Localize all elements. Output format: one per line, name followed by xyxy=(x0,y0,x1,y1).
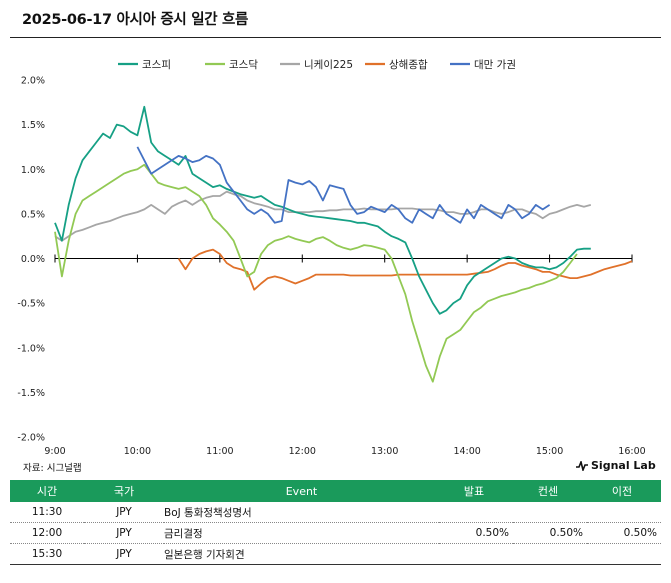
cell-country: JPY xyxy=(84,543,164,565)
header-event: Event xyxy=(164,480,439,502)
economic-events-table: 시간 국가 Event 발표 컨센 이전 11:30 JPY BoJ 통화정책성… xyxy=(10,480,661,565)
cell-country: JPY xyxy=(84,522,164,544)
legend-label-taiwan: 대만 가권 xyxy=(474,59,516,71)
x-tick-label: 13:00 xyxy=(371,446,398,457)
series-line-shanghai xyxy=(177,248,633,291)
x-tick-label: 10:00 xyxy=(124,446,151,457)
header-consensus: 컨센 xyxy=(513,480,587,502)
legend-label-kosdaq: 코스닥 xyxy=(229,59,258,71)
brand-name: Signal Lab xyxy=(591,459,656,472)
cell-previous xyxy=(587,543,661,565)
series-line-kosdaq xyxy=(54,163,578,383)
x-tick-label: 9:00 xyxy=(44,446,65,457)
cell-consensus xyxy=(513,543,587,565)
page-title: 2025-06-17 아시아 증시 일간 흐름 xyxy=(22,12,249,28)
cell-country: JPY xyxy=(84,502,164,523)
line-chart: 코스피 코스닥 니케이225 상해종합 대만 가권 2.0% 1.5% 1.0% 0.5% 0.… xyxy=(17,58,646,457)
legend-label-shanghai: 상해종합 xyxy=(389,58,428,71)
title-divider xyxy=(10,37,661,38)
series-line-kospi xyxy=(54,105,591,315)
table-row: 11:30 JPY BoJ 통화정책성명서 xyxy=(10,502,661,523)
y-tick-label: -1.0% xyxy=(17,343,45,354)
y-tick-label: -1.5% xyxy=(17,388,45,399)
header-country: 국가 xyxy=(84,480,164,502)
cell-consensus xyxy=(513,502,587,523)
cell-event: BoJ 통화정책성명서 xyxy=(164,502,439,523)
source-note: 자료: 시그널랩 xyxy=(23,463,82,474)
cell-previous: 0.50% xyxy=(587,522,661,544)
header-previous: 이전 xyxy=(587,480,661,502)
series-line-taiwan xyxy=(136,146,551,224)
cell-actual xyxy=(439,543,513,565)
cell-actual: 0.50% xyxy=(439,522,513,544)
signal-wave-icon xyxy=(576,460,588,471)
series-lines xyxy=(54,105,633,383)
header-time: 시간 xyxy=(10,480,84,502)
table-row: 15:30 JPY 일본은행 기자회견 xyxy=(10,543,661,565)
chart-legend: 코스피 코스닥 니케이225 상해종합 대만 가권 xyxy=(118,58,516,71)
y-tick-label: 1.0% xyxy=(21,165,45,176)
y-tick-label: 1.5% xyxy=(21,120,45,131)
cell-consensus: 0.50% xyxy=(513,522,587,544)
x-tick-label: 14:00 xyxy=(453,446,480,457)
x-tick-label: 11:00 xyxy=(206,446,233,457)
y-tick-label: 2.0% xyxy=(21,76,45,87)
y-axis: 2.0% 1.5% 1.0% 0.5% 0.0% -0.5% -1.0% -1.5% -2.0% xyxy=(17,76,45,444)
brand-logo: Signal Lab xyxy=(576,459,656,472)
cell-actual xyxy=(439,502,513,523)
cell-event: 일본은행 기자회견 xyxy=(164,543,439,565)
y-tick-label: -2.0% xyxy=(17,433,45,444)
x-tick-label: 12:00 xyxy=(289,446,316,457)
cell-time: 12:00 xyxy=(10,522,84,544)
cell-previous xyxy=(587,502,661,523)
y-tick-label: -0.5% xyxy=(17,299,45,310)
x-axis: 9:00 10:00 11:00 12:00 13:00 14:00 15:00 16:00 xyxy=(44,254,646,457)
table-row: 12:00 JPY 금리결정 0.50% 0.50% 0.50% xyxy=(10,522,661,544)
table-header-row: 시간 국가 Event 발표 컨센 이전 xyxy=(10,480,661,502)
x-tick-label: 16:00 xyxy=(618,446,645,457)
y-tick-label: 0.5% xyxy=(21,209,45,220)
x-tick-label: 15:00 xyxy=(536,446,563,457)
cell-event: 금리결정 xyxy=(164,522,439,544)
legend-label-kospi: 코스피 xyxy=(142,59,171,71)
y-tick-label: 0.0% xyxy=(21,254,45,265)
header-actual: 발표 xyxy=(439,480,513,502)
cell-time: 11:30 xyxy=(10,502,84,523)
cell-time: 15:30 xyxy=(10,543,84,565)
series-line-nikkei xyxy=(54,190,592,242)
legend-label-nikkei: 니케이225 xyxy=(304,59,353,71)
